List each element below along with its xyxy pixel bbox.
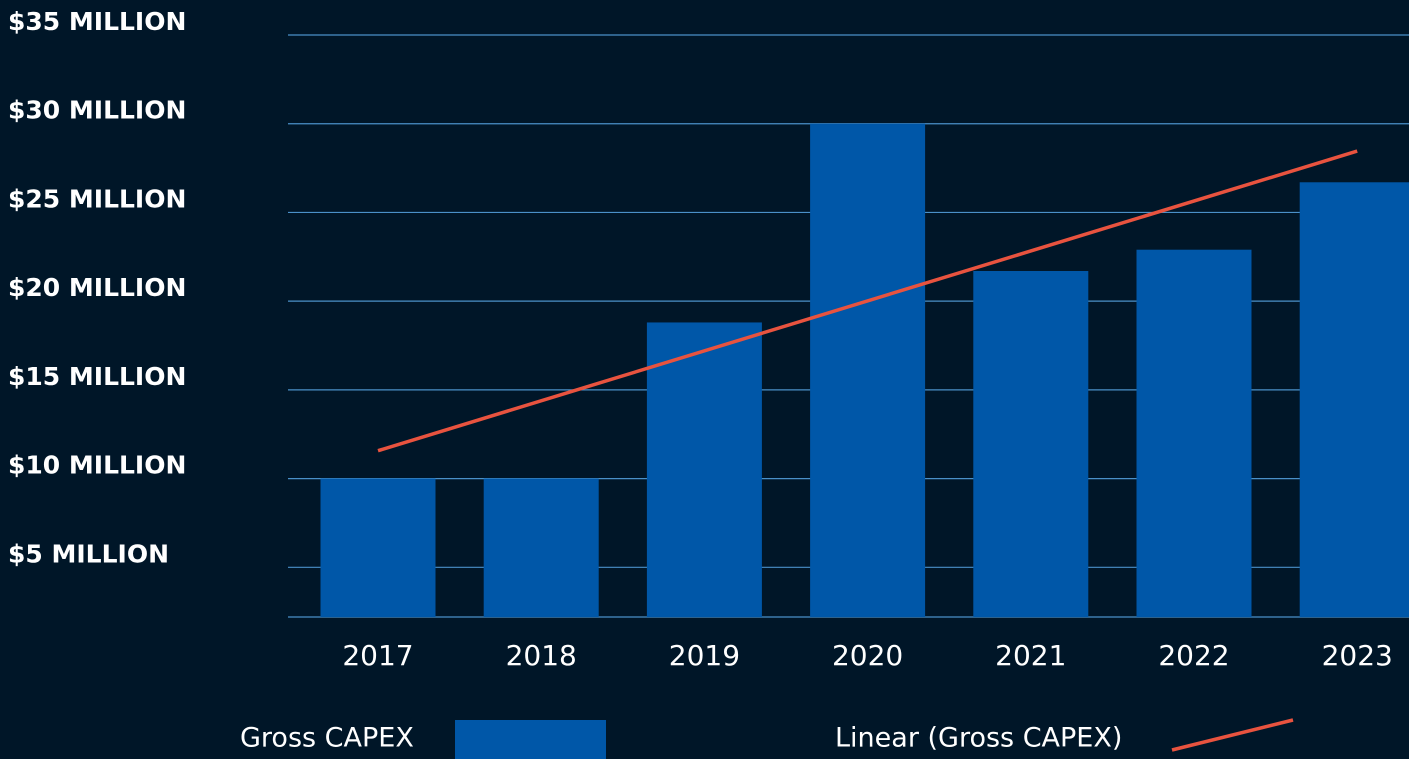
y-tick-label: $30 MILLION xyxy=(8,96,186,125)
x-tick-label: 2023 xyxy=(1322,639,1393,672)
bar xyxy=(646,322,762,617)
y-tick-label: $10 MILLION xyxy=(8,451,186,480)
y-tick-label: $20 MILLION xyxy=(8,273,186,302)
x-tick-label: 2017 xyxy=(342,639,413,672)
y-tick-label: $5 MILLION xyxy=(8,539,169,568)
bar xyxy=(1299,182,1409,617)
bar xyxy=(973,270,1089,617)
y-tick-label: $25 MILLION xyxy=(8,184,186,213)
legend-label: Linear (Gross CAPEX) xyxy=(835,723,1122,754)
y-tick-label: $35 MILLION xyxy=(8,7,186,36)
bar xyxy=(810,123,926,617)
x-tick-label: 2021 xyxy=(995,639,1066,672)
legend-swatch xyxy=(1171,718,1294,752)
legend-label: Gross CAPEX xyxy=(240,723,414,754)
x-tick-label: 2019 xyxy=(669,639,740,672)
trendline xyxy=(377,149,1358,453)
x-tick-label: 2020 xyxy=(832,639,903,672)
y-tick-label: $15 MILLION xyxy=(8,362,186,391)
bar xyxy=(1136,249,1252,617)
x-tick-label: 2022 xyxy=(1158,639,1229,672)
bar xyxy=(320,478,436,617)
bar xyxy=(483,478,599,617)
legend-swatch xyxy=(455,720,606,759)
x-tick-label: 2018 xyxy=(506,639,577,672)
